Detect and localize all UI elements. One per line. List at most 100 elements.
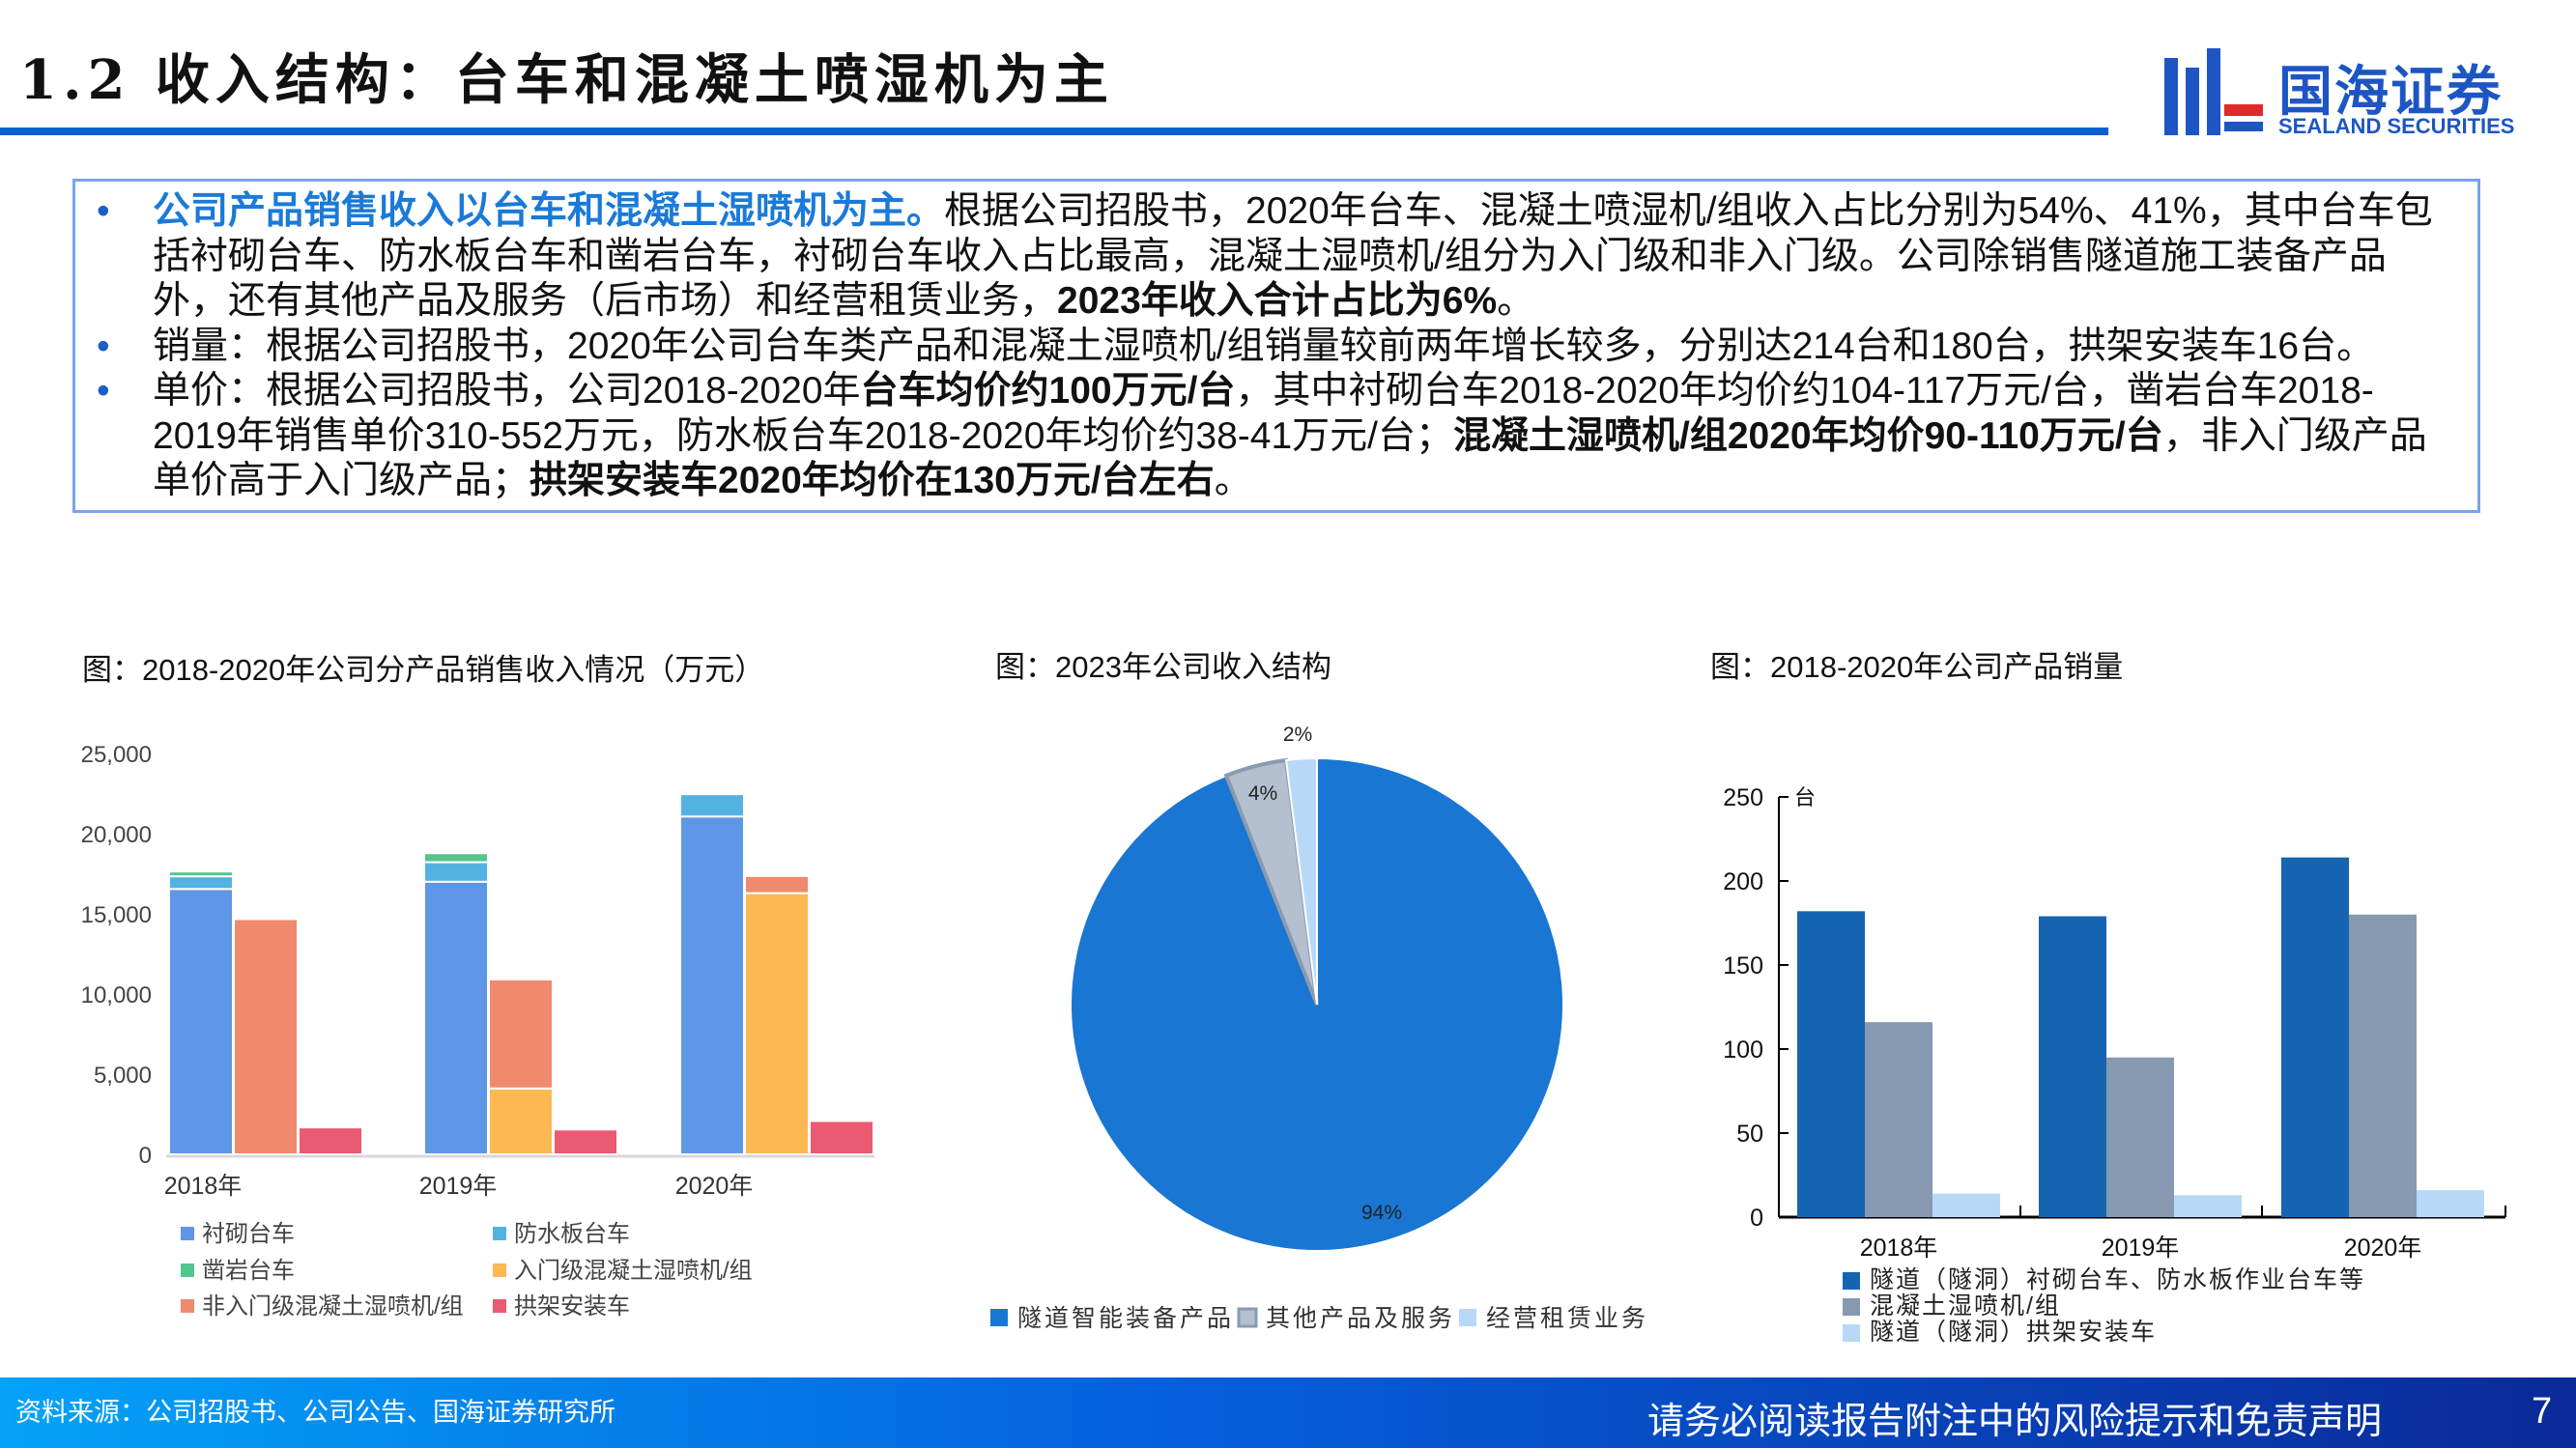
y-tick-label: 250 [1723,784,1763,811]
legend-label: 防水板台车 [514,1221,630,1247]
bar [2174,1195,2242,1217]
bar [2349,914,2417,1217]
pie-slice [1284,756,1318,1006]
bullet-text: 。 [1497,280,1535,322]
bar-segment [679,815,745,1155]
x-tick-label: 2019年 [2102,1235,2180,1262]
legend-swatch [1843,1272,1860,1290]
bar [2417,1190,2484,1217]
pie-data-label: 94% [1361,1202,1402,1224]
bullet-text: 公司产品销售收入以台车和混凝土湿喷机为主。 [153,190,945,232]
bullet-text: 。 [1214,460,1252,501]
y-tick-label: 150 [1723,952,1763,980]
source-note: 资料来源：公司招股书、公司公告、国海证券研究所 [15,1398,615,1427]
page-number: 7 [2532,1391,2553,1432]
chart-title-structure: 图：2023年公司收入结构 [995,650,1331,684]
legend-label: 其他产品及服务 [1266,1305,1455,1332]
bar [1865,1022,1932,1217]
bar-segment [488,1087,554,1156]
y-tick-label: 5,000 [94,1063,152,1089]
bar-segment [423,852,489,864]
bar [2281,857,2349,1217]
legend-swatch [493,1299,506,1313]
chart-title-revenue: 图：2018-2020年公司分产品销售收入情况（万元） [82,653,765,687]
company-logo: 国海证券 SEALAND SECURITIES [2164,48,2532,145]
legend-label: 隧道智能装备产品 [1017,1305,1234,1332]
logo-text-en: SEALAND SECURITIES [2278,114,2515,138]
bullet-text: 拱架安装车2020年均价在130万元/台左右 [530,460,1215,501]
y-tick-label: 200 [1723,868,1763,895]
pie-data-label: 2% [1283,724,1312,746]
legend-label: 凿岩台车 [202,1258,295,1284]
bullet-text: 混凝土湿喷机/组2020年均价90-110万元/台 [1452,414,2163,457]
bar-segment [744,874,810,894]
page-title: 1.2 收入结构：台车和混凝土喷湿机为主 [19,48,1114,112]
x-tick-label: 2020年 [2344,1235,2422,1262]
bar-segment [298,1126,363,1156]
bullet-item: 销量：根据公司招股书，2020年公司台车类产品和混凝土湿喷机/组销量较前两年增长… [97,325,2448,370]
legend-swatch [1843,1298,1860,1316]
y-tick-label: 50 [1736,1121,1763,1148]
legend-swatch [1843,1324,1860,1342]
bullet-item: 公司产品销售收入以台车和混凝土湿喷机为主。根据公司招股书，2020年台车、混凝土… [97,189,2448,325]
pie-data-label: 4% [1248,782,1277,805]
bar-segment [679,793,745,818]
bar [2106,1057,2174,1217]
legend-label: 衬砌台车 [202,1221,295,1247]
bar-segment [553,1128,618,1156]
bullet-text: 销量：根据公司招股书，2020年公司台车类产品和混凝土湿喷机/组销量较前两年增长… [153,325,2375,367]
summary-box: 公司产品销售收入以台车和混凝土湿喷机为主。根据公司招股书，2020年台车、混凝土… [72,179,2480,513]
x-tick-label: 2018年 [1860,1235,1938,1262]
disclaimer-link[interactable]: 请务必阅读报告附注中的风险提示和免责声明 [1647,1402,2383,1442]
logo-text-cn: 国海证券 [2278,61,2503,122]
y-unit-label: 台 [1794,785,1816,809]
legend-swatch [181,1227,194,1240]
legend-label: 混凝土湿喷机/组 [1870,1292,2061,1320]
y-tick-label: 0 [139,1143,152,1169]
bar-segment [488,978,554,1090]
y-tick-label: 15,000 [81,902,152,928]
bar-segment [423,880,489,1155]
legend-swatch [181,1263,194,1277]
bar-segment [168,870,234,878]
x-tick-label: 2018年 [164,1173,243,1200]
bullet-text: 2023年收入合计占比为6% [1057,280,1498,322]
y-tick-label: 20,000 [81,822,152,848]
bar-segment [423,861,489,883]
bullet-text: ，非入门级产品单价高于入门级产品； [153,414,2427,502]
bar-segment [809,1120,874,1156]
footer-bar: 资料来源：公司招股书、公司公告、国海证券研究所 请务必阅读报告附注中的风险提示和… [0,1377,2576,1448]
bullet-text: ，其中衬砌台车2018-2020年均价约104-117万元/台，凿岩台车2018… [153,370,2374,457]
y-tick-label: 10,000 [81,982,152,1008]
legend-swatch [493,1227,506,1240]
bullet-text: 单价：根据公司招股书，公司2018-2020年 [153,370,861,412]
bar-segment [168,888,234,1156]
bar [1797,911,1865,1217]
y-tick-label: 100 [1723,1036,1763,1064]
logo-mark-icon [2164,48,2263,135]
bar-segment [744,892,810,1155]
legend-swatch [990,1309,1008,1326]
x-tick-label: 2019年 [419,1173,498,1200]
bullet-list: 公司产品销售收入以台车和混凝土湿喷机为主。根据公司招股书，2020年台车、混凝土… [97,189,2448,504]
legend-swatch [181,1299,194,1313]
bar [1932,1193,2000,1217]
y-tick-label: 25,000 [81,742,152,768]
legend-label: 入门级混凝土湿喷机/组 [514,1258,753,1284]
legend-swatch [493,1263,506,1277]
chart-title-volume: 图：2018-2020年公司产品销量 [1710,650,2124,684]
legend-label: 隧道（隧洞）拱架安装车 [1870,1319,2157,1346]
bar-segment [233,918,299,1156]
legend-swatch [1237,1307,1258,1328]
x-tick-label: 2020年 [675,1173,754,1200]
bullet-item: 单价：根据公司招股书，公司2018-2020年台车均价约100万元/台，其中衬砌… [97,369,2448,504]
bullet-text: 根据公司招股书，2020年台车、混凝土喷湿机/组收入占比分别为54%、41%，其… [153,190,2433,322]
legend-label: 拱架安装车 [514,1293,630,1320]
legend-label: 隧道（隧洞）衬砌台车、防水板作业台车等 [1870,1266,2365,1293]
bar [2039,916,2106,1217]
title-divider [0,128,2108,135]
y-tick-label: 0 [1750,1205,1763,1232]
legend-label: 经营租赁业务 [1486,1305,1648,1332]
